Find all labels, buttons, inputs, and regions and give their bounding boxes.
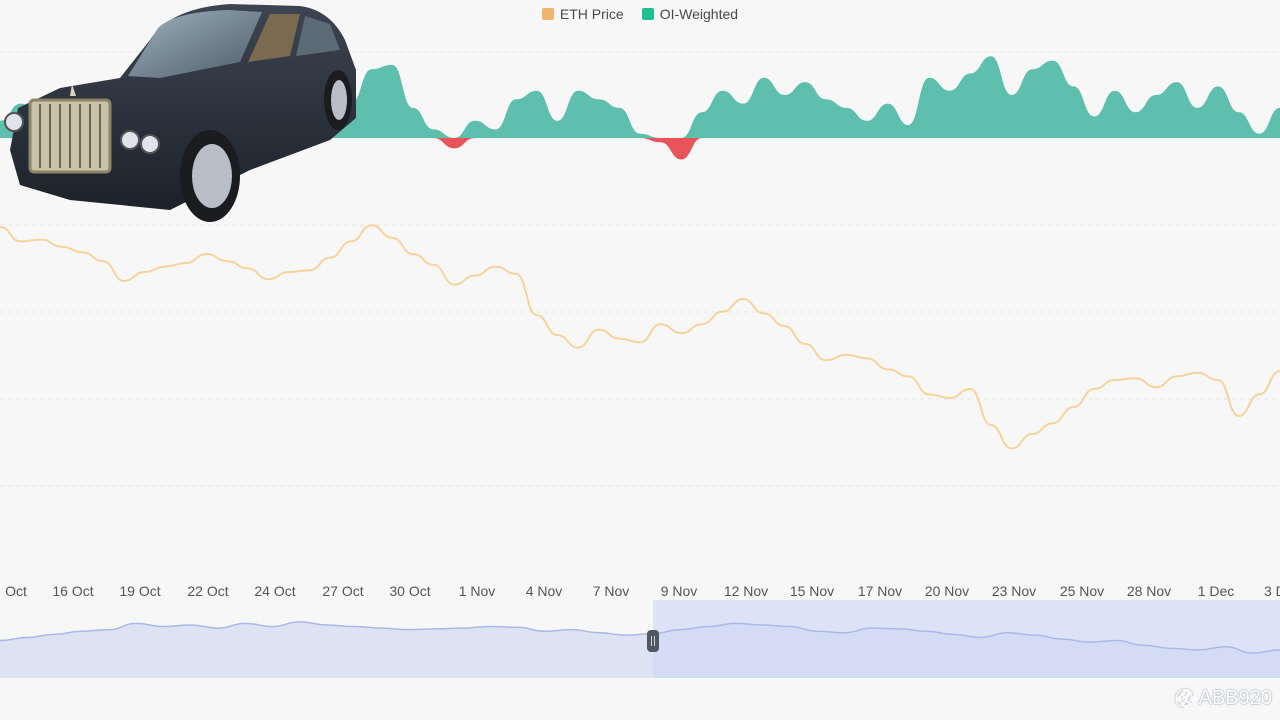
eth-price-line (0, 224, 1280, 450)
x-tick-label: 7 Nov (593, 583, 630, 599)
watermark: @ ABB920 (1174, 687, 1272, 710)
navigator-selected-range[interactable] (653, 600, 1280, 678)
x-tick-label: 23 Nov (992, 583, 1036, 599)
oi-weighted-swatch (641, 8, 654, 20)
navigator-line (0, 621, 1280, 654)
x-tick-label: 25 Nov (1060, 583, 1104, 599)
legend-label-oi-weighted: OI-Weighted (659, 6, 739, 22)
chart-legend: ETH Price OI-Weighted (0, 6, 1280, 22)
x-axis: Oct 16 Oct 19 Oct 22 Oct 24 Oct 27 Oct 30 Oct 1… (5, 583, 1280, 599)
x-tick-label: 4 Nov (526, 583, 563, 599)
navigator-handle[interactable] (647, 630, 659, 652)
x-tick-label: 9 Nov (661, 583, 698, 599)
binance-logo-icon (1175, 688, 1196, 710)
x-tick-label: 20 Nov (925, 583, 969, 599)
eth-price-swatch (541, 8, 554, 20)
x-tick-label: 19 Oct (119, 583, 160, 599)
watermark-text: @ ABB920 (1173, 687, 1272, 709)
x-tick-label: 12 Nov (724, 583, 768, 599)
luxury-car-image (4, 4, 356, 222)
x-tick-label: 1 Nov (459, 583, 496, 599)
x-tick-label: 22 Oct (187, 583, 228, 599)
x-tick-label: 24 Oct (254, 583, 295, 599)
x-tick-label: 16 Oct (52, 583, 93, 599)
x-tick-label: 1 Dec (1198, 583, 1235, 599)
x-tick-label: 28 Nov (1127, 583, 1171, 599)
legend-label-eth-price: ETH Price (559, 6, 624, 22)
x-tick-label: 15 Nov (790, 583, 834, 599)
eth-price-path (0, 224, 1280, 450)
range-navigator (0, 600, 1280, 678)
legend-item-eth-price[interactable]: ETH Price (541, 6, 624, 22)
x-tick-label: 27 Oct (322, 583, 363, 599)
x-tick-label: 3 D (1264, 583, 1280, 599)
x-tick-label: 30 Oct (389, 583, 430, 599)
x-tick-label: Oct (5, 583, 27, 599)
legend-item-oi-weighted[interactable]: OI-Weighted (641, 6, 739, 22)
x-tick-label: 17 Nov (858, 583, 902, 599)
